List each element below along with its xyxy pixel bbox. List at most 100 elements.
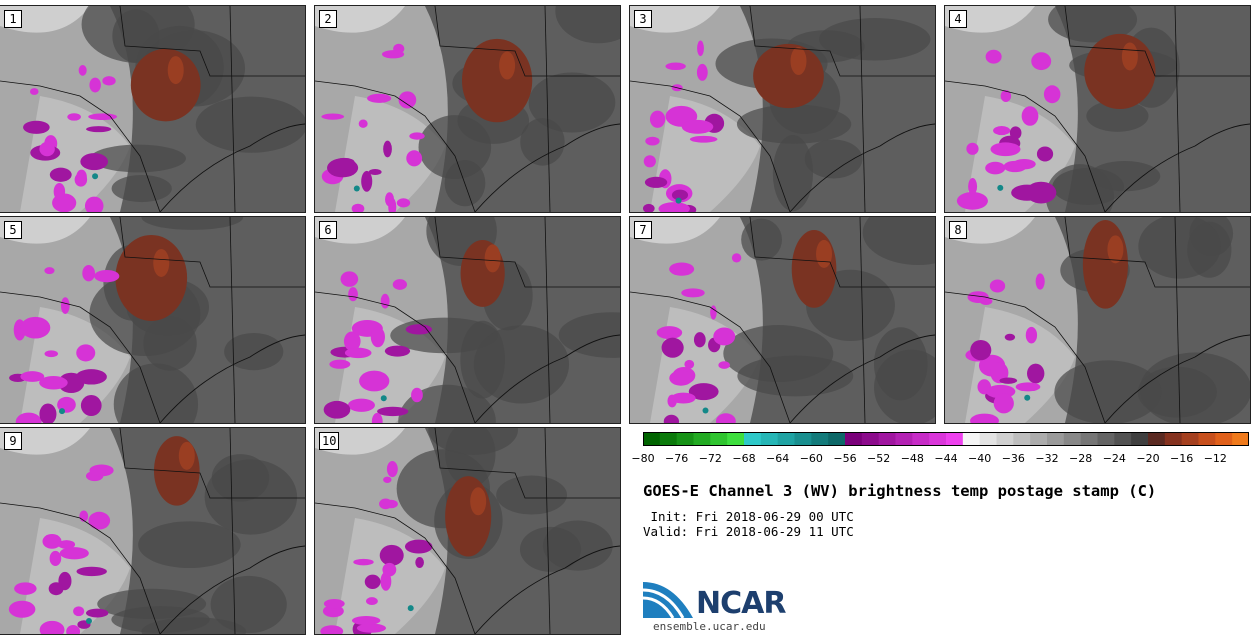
dry-blotch [224,332,284,371]
dry-core [115,234,188,321]
member-label: 9 [4,432,22,450]
convection-cell [643,155,656,168]
convection-cell [75,369,107,385]
convection-cell [58,540,76,549]
dry-blotch [520,118,565,166]
convection-cell [968,178,978,195]
coastline [159,545,305,634]
convection-cell [1035,273,1045,290]
border-line [119,6,305,77]
dry-blotch [138,521,241,569]
convection-cell [669,370,693,386]
convection-cell [89,464,114,477]
convection-cell [718,361,730,369]
dry-core [153,248,170,277]
member-label: 8 [949,221,967,239]
panel-field [0,217,305,423]
coastline [789,123,935,212]
colorbar-bin [1232,432,1249,446]
convection-cell [386,460,398,478]
convection-cell [370,326,385,348]
convection-cell [665,62,686,71]
colorbar-bin [929,432,947,446]
colorbar-bin [744,432,762,446]
member-label: 5 [4,221,22,239]
dry-core [816,239,833,268]
convection-cell [48,582,64,596]
convection-cell [415,556,424,569]
convection-cell [351,616,381,626]
cold-top [675,197,682,204]
convection-cell [14,582,37,595]
convection-cell [347,398,375,412]
convection-cell [94,269,120,283]
convection-cell [956,191,988,210]
dry-core [130,48,201,122]
convection-cell [379,498,393,510]
convection-cell [1004,333,1016,341]
moist-region [315,6,405,33]
dry-core [167,56,184,85]
convection-cell [322,604,344,618]
convection-cell [1021,106,1039,126]
colorbar-bin [845,432,863,446]
convection-cell [53,182,66,201]
convection-cell [693,332,706,348]
member-panel: 10 [314,427,621,635]
member-panel: 1 [0,5,306,213]
colorbar-bin [760,432,779,446]
convection-cell [999,377,1018,384]
border-line [0,291,161,423]
convection-cell [1011,184,1043,201]
dry-blotch [874,349,935,423]
colorbar-bin [1148,432,1166,446]
border-line [945,291,1106,423]
convection-cell [398,91,417,109]
convection-cell [1000,89,1012,102]
cold-top [997,184,1004,191]
convection-cell [383,140,392,158]
colorbar-bin [1013,432,1031,446]
convection-cell [76,344,96,362]
convection-cell [340,271,359,287]
convection-cell [344,347,372,359]
colorbar-bin [1215,432,1233,446]
convection-cell [39,141,55,157]
convection-cell [405,324,433,335]
convection-cell [82,264,95,282]
convection-cell [59,547,89,560]
dry-core [1082,220,1128,309]
dry-blotch [542,520,613,571]
panel-field [630,6,935,212]
border-line [859,6,866,212]
convection-cell [696,63,708,81]
dry-blotch [1054,360,1162,423]
member-label: 3 [634,10,652,28]
convection-cell [76,566,107,577]
colorbar-bin [1097,432,1115,446]
border-line [1174,6,1181,212]
colorbar-tick-label: −16 [1170,452,1194,465]
convection-cell [1025,326,1038,344]
dry-blotch [772,134,814,212]
member-label: 10 [319,432,340,450]
colorbar-tick-label: −24 [1102,452,1126,465]
coastline [159,123,305,212]
dry-blotch [1086,100,1149,132]
coastline [474,334,620,423]
member-label: 1 [4,10,22,28]
dry-blotch [558,312,620,358]
border-line [434,217,620,288]
colorbar-tick-label: −44 [934,452,958,465]
moist-region [315,217,405,244]
convection-cell [649,110,666,128]
colorbar-bin [676,432,695,446]
colorbar-tick-label: −52 [867,452,891,465]
moist-region [630,217,720,244]
colorbar-bin [828,432,846,446]
convection-cell [966,142,979,155]
border-line [945,80,1106,212]
cold-top [407,605,414,612]
convection-cell [396,198,411,208]
coastline [789,334,935,423]
